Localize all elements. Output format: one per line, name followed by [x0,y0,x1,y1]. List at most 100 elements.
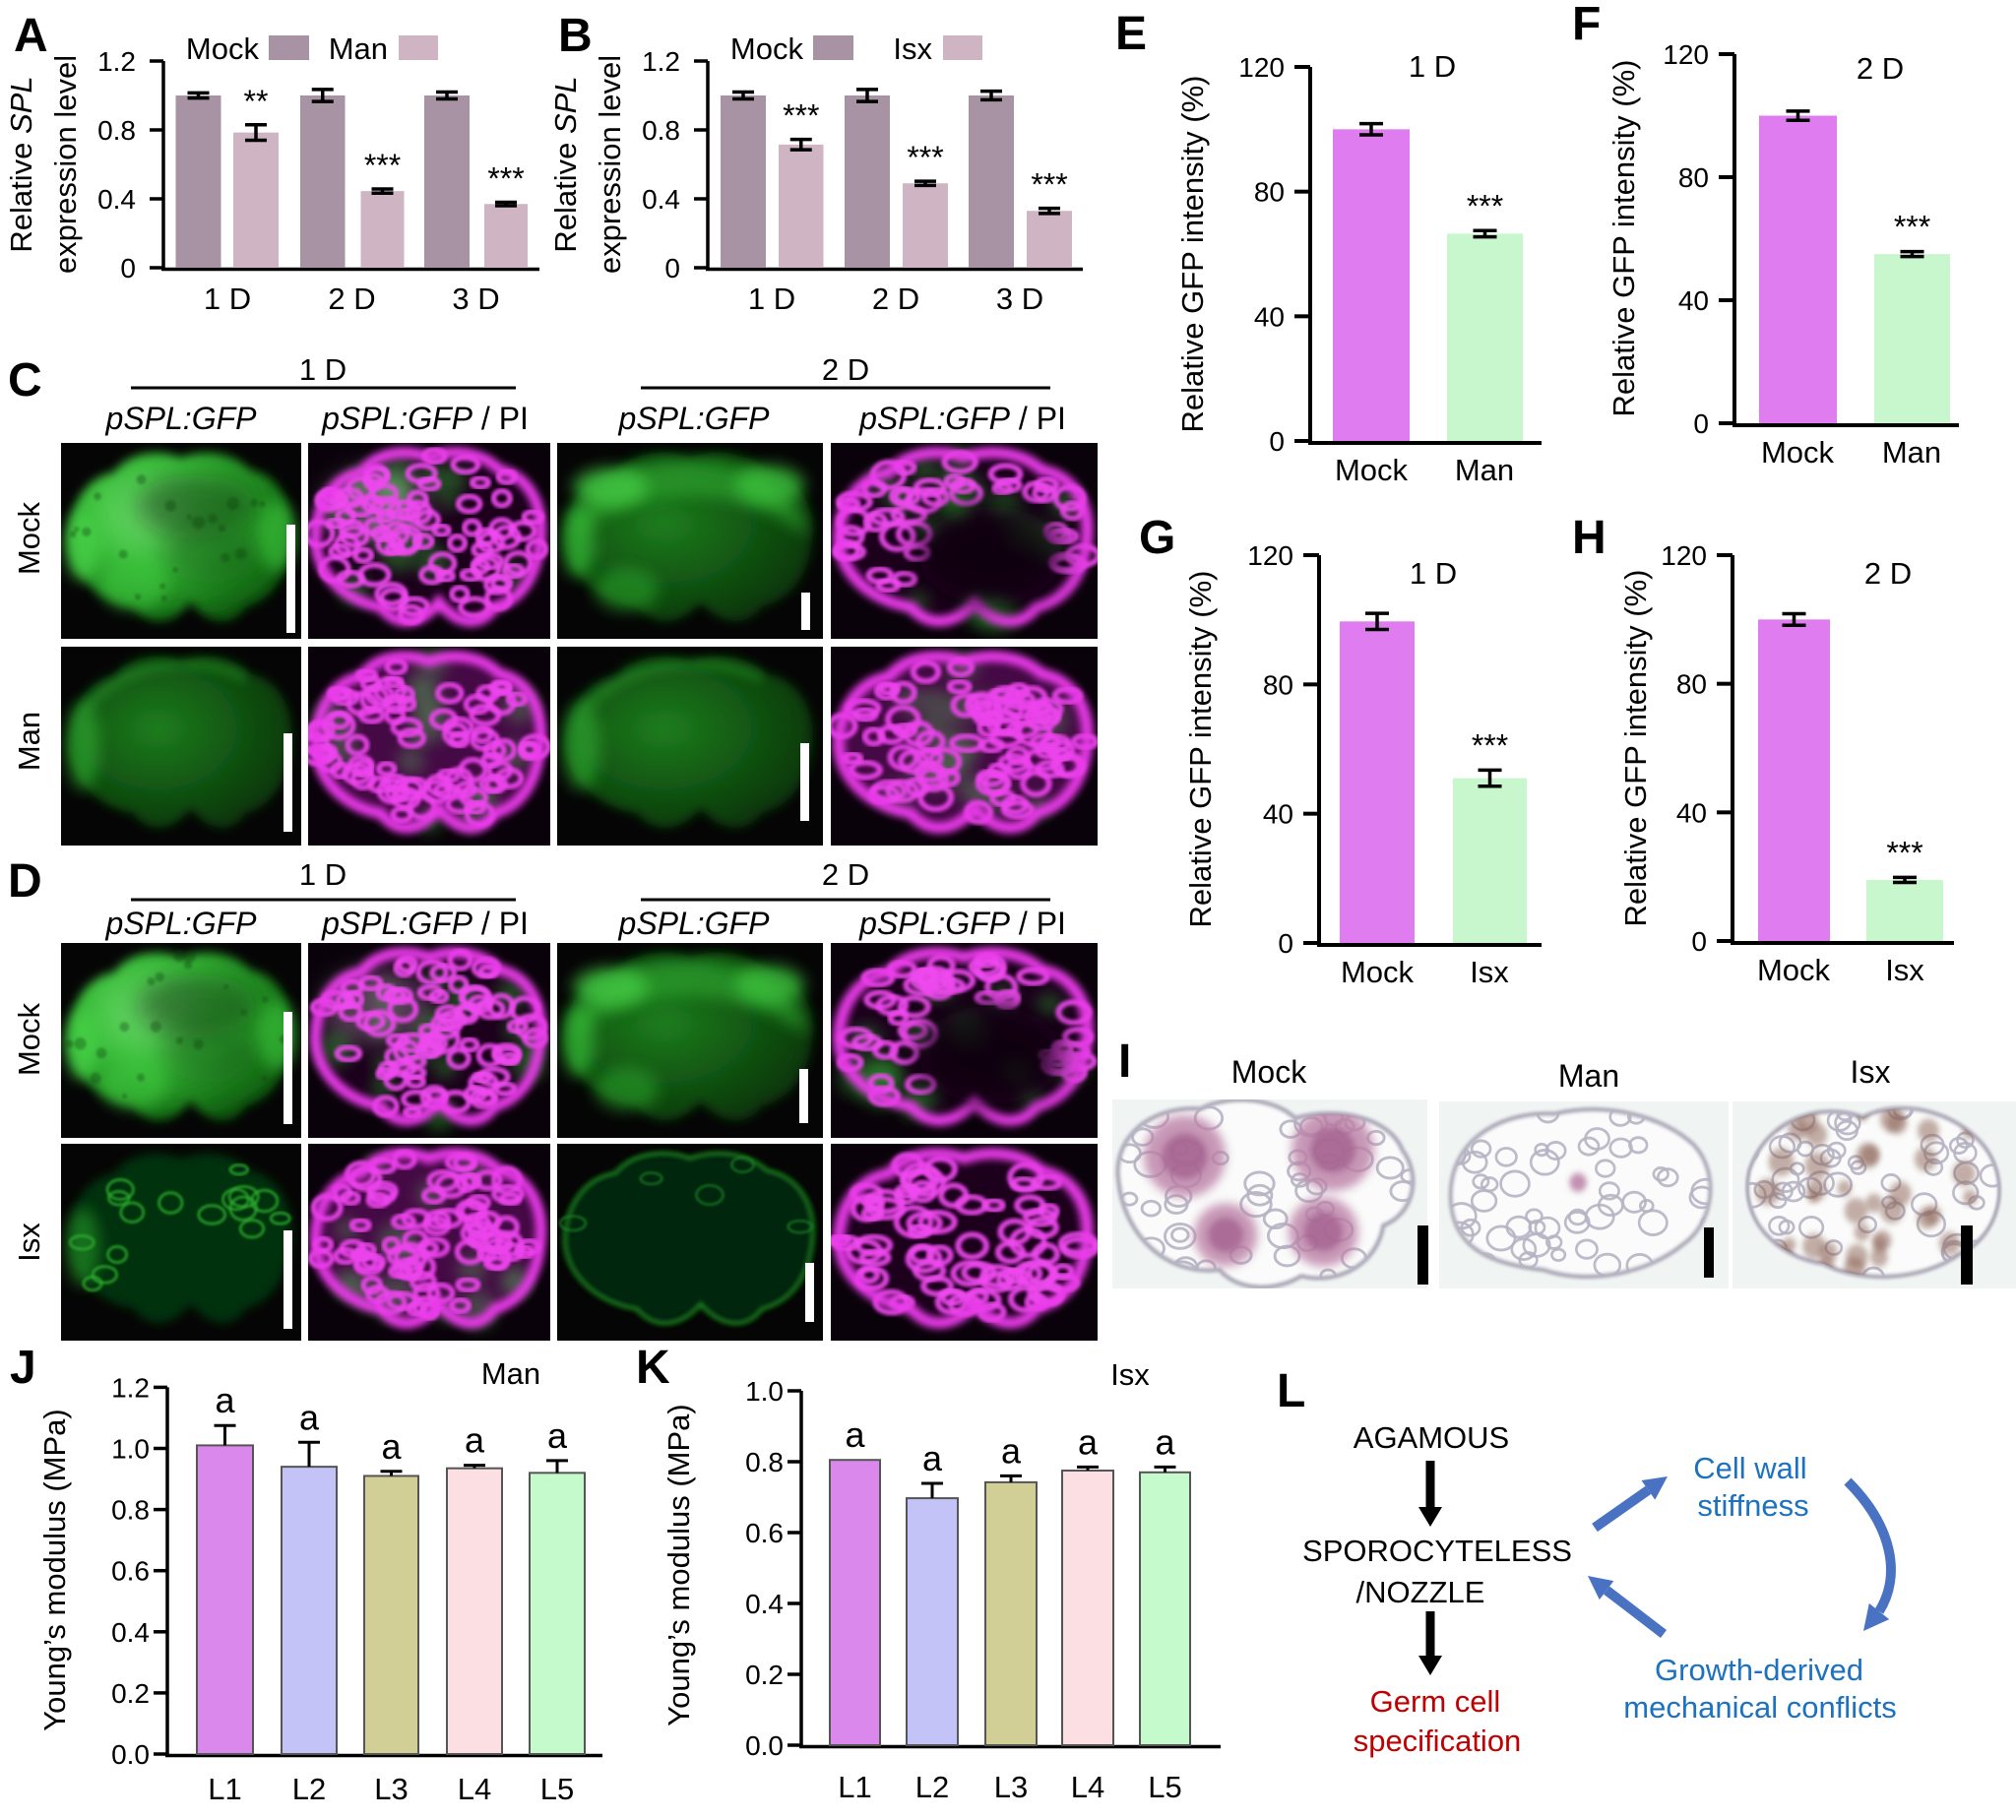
svg-text:40: 40 [1254,301,1285,332]
svg-text:2 D: 2 D [872,282,919,316]
svg-text:2 D: 2 D [1857,51,1904,86]
svg-text:0.2: 0.2 [745,1660,784,1690]
svg-text:Man: Man [481,1356,540,1391]
svg-text:AGAMOUS: AGAMOUS [1354,1420,1509,1455]
svg-text:Mock: Mock [1761,435,1835,470]
svg-text:stiffness: stiffness [1697,1488,1808,1523]
svg-text:a: a [1001,1430,1022,1471]
svg-text:Mock: Mock [12,1002,46,1076]
svg-text:1.2: 1.2 [97,46,136,77]
svg-text:pSPL:GFP / PI: pSPL:GFP / PI [321,401,529,436]
svg-text:Young’s modulus (MPa): Young’s modulus (MPa) [37,1409,72,1730]
svg-text:a: a [922,1438,943,1478]
svg-text:Mock: Mock [12,501,46,575]
svg-text:J: J [10,1342,36,1394]
svg-text:C: C [8,354,42,407]
svg-text:Cell wall: Cell wall [1693,1451,1806,1485]
svg-text:3 D: 3 D [452,282,499,316]
svg-text:mechanical conflicts: mechanical conflicts [1623,1690,1896,1725]
svg-text:Mock: Mock [730,31,804,66]
svg-text:G: G [1139,512,1175,564]
svg-text:a: a [1155,1421,1175,1462]
svg-text:1.0: 1.0 [111,1434,150,1465]
svg-text:0.4: 0.4 [642,184,680,215]
svg-text:pSPL:GFP / PI: pSPL:GFP / PI [858,906,1066,941]
svg-text:Mock: Mock [1231,1054,1307,1090]
svg-text:0: 0 [1691,926,1707,957]
svg-text:***: *** [1031,167,1067,203]
svg-text:L1: L1 [208,1772,241,1806]
svg-text:120: 120 [1663,39,1709,70]
svg-text:Man: Man [1558,1058,1619,1094]
svg-text:expression level: expression level [593,55,627,274]
svg-text:I: I [1118,1036,1131,1088]
svg-text:B: B [558,10,593,62]
svg-text:Man: Man [1455,453,1514,487]
svg-text:specification: specification [1354,1724,1522,1758]
svg-text:0.2: 0.2 [111,1678,150,1709]
svg-text:***: *** [364,148,401,183]
svg-text:pSPL:GFP: pSPL:GFP [105,906,258,941]
svg-text:E: E [1115,8,1147,60]
svg-text:0.0: 0.0 [745,1730,784,1761]
svg-text:L2: L2 [915,1770,949,1804]
svg-text:Isx: Isx [893,31,932,66]
svg-text:a: a [381,1426,402,1467]
svg-text:120: 120 [1247,540,1293,571]
svg-text:a: a [215,1380,235,1420]
svg-text:120: 120 [1661,540,1707,571]
svg-text:Relative SPL: Relative SPL [4,76,38,252]
svg-text:1.0: 1.0 [745,1376,784,1407]
svg-text:1 D: 1 D [1410,556,1457,591]
svg-text:40: 40 [1678,285,1709,316]
svg-text:1 D: 1 D [748,282,795,316]
svg-text:Relative SPL: Relative SPL [548,76,583,252]
svg-text:1 D: 1 D [299,857,346,892]
svg-text:Relative GFP intensity (%): Relative GFP intensity (%) [1183,571,1218,928]
svg-text:Mock: Mock [186,31,260,66]
svg-text:a: a [547,1415,568,1456]
svg-text:0.8: 0.8 [97,115,136,146]
svg-text:L5: L5 [540,1772,574,1806]
svg-text:Germ cell: Germ cell [1370,1684,1501,1719]
svg-text:0: 0 [1269,426,1285,457]
svg-text:L1: L1 [838,1770,871,1804]
svg-text:Isx: Isx [1110,1357,1150,1392]
svg-text:0.8: 0.8 [642,115,680,146]
svg-text:D: D [8,855,42,908]
svg-text:Relative GFP intensity (%): Relative GFP intensity (%) [1618,570,1653,927]
svg-text:pSPL:GFP: pSPL:GFP [105,401,258,436]
svg-text:a: a [845,1414,865,1455]
svg-text:Relative GFP intensity (%): Relative GFP intensity (%) [1606,60,1641,417]
svg-text:1 D: 1 D [299,352,346,387]
svg-text:0: 0 [664,253,680,283]
svg-text:***: *** [1894,210,1930,245]
svg-text:80: 80 [1254,177,1285,208]
svg-text:80: 80 [1678,162,1709,193]
svg-text:a: a [465,1420,485,1461]
svg-text:0.6: 0.6 [745,1518,784,1548]
svg-text:A: A [14,10,48,62]
svg-text:***: *** [1886,835,1922,870]
svg-text:**: ** [244,84,269,119]
svg-text:2 D: 2 D [822,352,869,387]
svg-text:Man: Man [12,712,46,771]
svg-text:L3: L3 [994,1770,1028,1804]
svg-text:Man: Man [329,31,388,66]
svg-text:expression level: expression level [48,55,83,274]
svg-text:Mock: Mock [1341,955,1415,989]
svg-text:F: F [1572,0,1601,50]
svg-text:H: H [1572,512,1606,564]
svg-text:0: 0 [1693,408,1709,439]
svg-text:3 D: 3 D [996,282,1043,316]
svg-text:120: 120 [1238,52,1285,83]
svg-text:a: a [299,1397,320,1437]
svg-text:L4: L4 [1071,1770,1104,1804]
svg-text:1.2: 1.2 [111,1372,150,1403]
svg-text:pSPL:GFP: pSPL:GFP [618,401,771,436]
svg-text:2 D: 2 D [328,282,375,316]
svg-text:pSPL:GFP: pSPL:GFP [618,906,771,941]
svg-text:0.0: 0.0 [111,1739,150,1770]
svg-text:1 D: 1 D [204,282,251,316]
svg-text:K: K [636,1342,670,1394]
